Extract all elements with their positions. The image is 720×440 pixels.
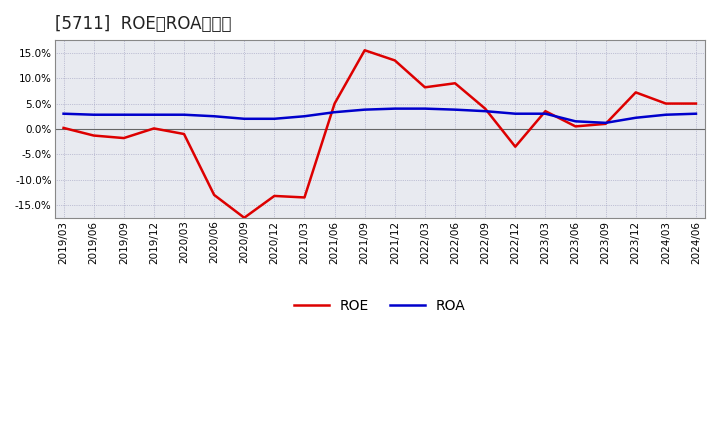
ROE xyxy=(390,58,399,63)
ROA xyxy=(662,112,670,117)
ROE xyxy=(89,133,98,138)
ROE xyxy=(59,125,68,131)
ROA xyxy=(89,112,98,117)
ROA xyxy=(210,114,218,119)
ROE xyxy=(150,126,158,131)
Line: ROA: ROA xyxy=(63,109,696,123)
Line: ROE: ROE xyxy=(63,50,696,218)
ROA xyxy=(270,116,279,121)
ROA xyxy=(240,116,248,121)
ROA xyxy=(541,111,549,116)
Text: [5711]  ROE、ROAの推移: [5711] ROE、ROAの推移 xyxy=(55,15,231,33)
ROA xyxy=(692,111,701,116)
ROE xyxy=(511,144,520,149)
ROE xyxy=(571,124,580,129)
ROE xyxy=(270,193,279,198)
ROA xyxy=(451,107,459,112)
ROA xyxy=(180,112,189,117)
ROE xyxy=(481,106,490,111)
ROE xyxy=(601,121,610,126)
ROA xyxy=(300,114,309,119)
ROE xyxy=(330,101,339,106)
ROA xyxy=(390,106,399,111)
ROE xyxy=(180,132,189,137)
ROA xyxy=(571,119,580,124)
ROA xyxy=(631,115,640,121)
ROA xyxy=(120,112,128,117)
Legend: ROE, ROA: ROE, ROA xyxy=(294,299,466,313)
ROE xyxy=(300,195,309,200)
ROE xyxy=(361,48,369,53)
ROA xyxy=(59,111,68,116)
ROE xyxy=(631,90,640,95)
ROE xyxy=(692,101,701,106)
ROA xyxy=(361,107,369,112)
ROE xyxy=(662,101,670,106)
ROE xyxy=(240,215,248,220)
ROA xyxy=(420,106,429,111)
ROA xyxy=(511,111,520,116)
ROA xyxy=(481,109,490,114)
ROE xyxy=(420,84,429,90)
ROE xyxy=(451,81,459,86)
ROA xyxy=(601,120,610,125)
ROA xyxy=(330,110,339,115)
ROE xyxy=(120,136,128,141)
ROE xyxy=(541,109,549,114)
ROE xyxy=(210,192,218,198)
ROA xyxy=(150,112,158,117)
